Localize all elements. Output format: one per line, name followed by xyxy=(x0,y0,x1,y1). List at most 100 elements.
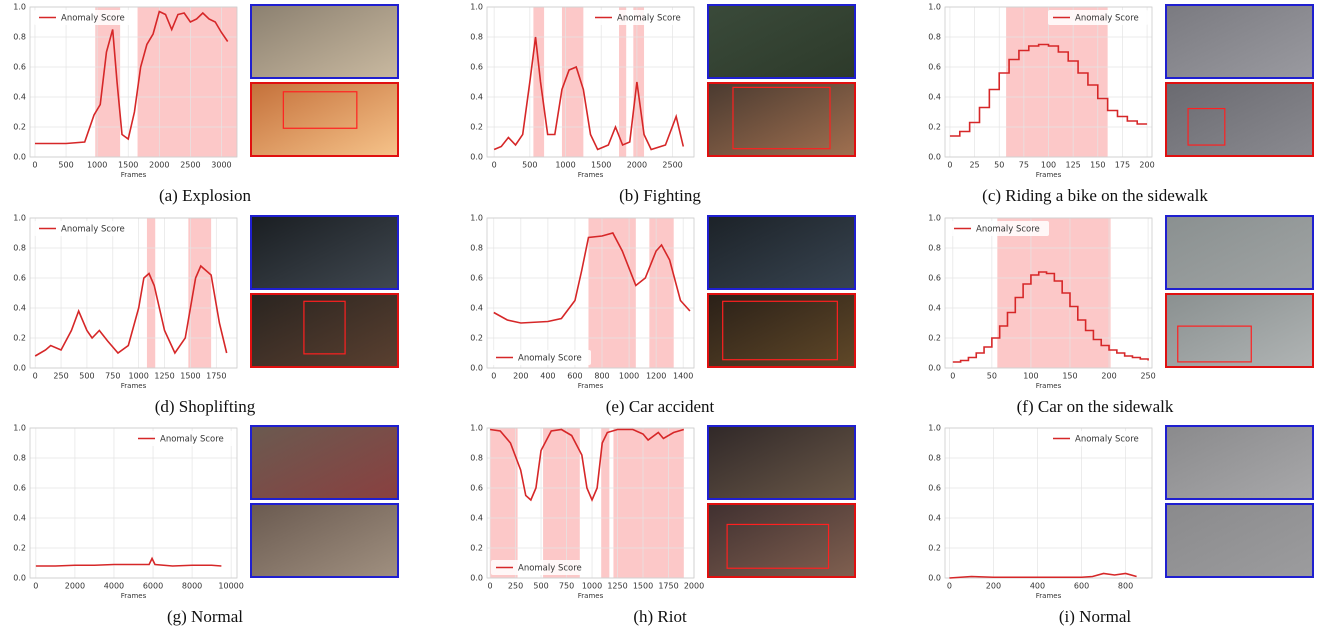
legend-label: Anomaly Score xyxy=(518,564,582,574)
y-tick-label: 1.0 xyxy=(470,3,483,12)
y-tick-label: 0.2 xyxy=(928,334,941,343)
x-tick-label: 50 xyxy=(987,372,997,381)
y-tick-label: 0.2 xyxy=(928,544,941,553)
anomaly-region xyxy=(619,7,626,157)
x-tick-label: 1250 xyxy=(607,582,627,591)
x-tick-label: 600 xyxy=(1074,582,1089,591)
x-tick-label: 400 xyxy=(540,372,555,381)
y-tick-label: 0.4 xyxy=(13,93,26,102)
x-tick-label: 2500 xyxy=(180,161,200,170)
y-tick-label: 0.6 xyxy=(13,63,26,72)
x-tick-label: 200 xyxy=(986,582,1001,591)
y-tick-label: 0.4 xyxy=(928,514,941,523)
x-tick-label: 1750 xyxy=(658,582,678,591)
y-tick-label: 0.6 xyxy=(928,63,941,72)
x-tick-label: 1000 xyxy=(87,161,107,170)
video-frame xyxy=(1166,216,1313,289)
anomaly-region xyxy=(188,218,211,368)
x-tick-label: 1500 xyxy=(180,372,200,381)
caption: (c) Riding a bike on the sidewalk xyxy=(982,186,1208,205)
x-tick-label: 1400 xyxy=(673,372,693,381)
y-tick-label: 1.0 xyxy=(928,3,941,12)
y-tick-label: 0.8 xyxy=(13,33,26,42)
video-frame xyxy=(708,294,855,367)
y-tick-label: 0.4 xyxy=(470,514,483,523)
figure: 0.00.20.40.60.81.00500100015002000250030… xyxy=(0,0,1320,632)
x-axis-label: Frames xyxy=(578,171,604,179)
anomaly-region xyxy=(543,428,580,578)
x-tick-label: 150 xyxy=(1090,161,1105,170)
x-tick-label: 2000 xyxy=(65,582,85,591)
x-tick-label: 75 xyxy=(1019,161,1029,170)
y-tick-label: 0.2 xyxy=(470,544,483,553)
anomaly-region xyxy=(138,7,237,157)
x-tick-label: 1000 xyxy=(555,161,575,170)
x-tick-label: 500 xyxy=(79,372,94,381)
anomaly-region xyxy=(633,7,644,157)
x-tick-label: 0 xyxy=(488,582,493,591)
x-tick-label: 0 xyxy=(33,372,38,381)
video-frame xyxy=(1166,294,1313,367)
y-tick-label: 0.6 xyxy=(13,274,26,283)
x-tick-label: 500 xyxy=(533,582,548,591)
legend-label: Anomaly Score xyxy=(61,14,125,24)
x-tick-label: 1000 xyxy=(582,582,602,591)
x-tick-label: 1500 xyxy=(118,161,138,170)
legend-label: Anomaly Score xyxy=(617,14,681,24)
legend-label: Anomaly Score xyxy=(1075,14,1139,24)
video-frame xyxy=(1166,5,1313,78)
caption: (e) Car accident xyxy=(606,397,715,416)
video-frame xyxy=(251,504,398,577)
y-tick-label: 0.8 xyxy=(928,33,941,42)
x-tick-label: 50 xyxy=(994,161,1004,170)
x-tick-label: 3000 xyxy=(211,161,231,170)
y-tick-label: 0.0 xyxy=(470,364,483,373)
y-tick-label: 0.0 xyxy=(13,364,26,373)
caption: (f) Car on the sidewalk xyxy=(1017,397,1174,416)
x-tick-label: 250 xyxy=(53,372,68,381)
y-tick-label: 0.2 xyxy=(13,123,26,132)
x-tick-label: 500 xyxy=(58,161,73,170)
plot-area xyxy=(945,428,1152,578)
y-tick-label: 0.8 xyxy=(470,454,483,463)
x-tick-label: 1250 xyxy=(154,372,174,381)
y-tick-label: 0.8 xyxy=(470,244,483,253)
y-tick-label: 0.0 xyxy=(470,153,483,162)
x-tick-label: 0 xyxy=(492,161,497,170)
y-tick-label: 0.8 xyxy=(470,33,483,42)
anomaly-region xyxy=(649,218,673,368)
video-frame xyxy=(251,83,398,156)
x-tick-label: 750 xyxy=(559,582,574,591)
anomaly-region xyxy=(997,218,1110,368)
plot-area xyxy=(30,428,237,578)
x-tick-label: 1200 xyxy=(646,372,666,381)
video-frame xyxy=(251,294,398,367)
video-frame xyxy=(708,5,855,78)
x-tick-label: 800 xyxy=(1118,582,1133,591)
y-tick-label: 0.8 xyxy=(928,244,941,253)
x-tick-label: 125 xyxy=(1066,161,1081,170)
y-tick-label: 0.4 xyxy=(928,93,941,102)
x-axis-label: Frames xyxy=(1036,592,1062,600)
x-tick-label: 250 xyxy=(508,582,523,591)
y-tick-label: 1.0 xyxy=(13,214,26,223)
video-frame xyxy=(251,5,398,78)
anomaly-region xyxy=(147,218,155,368)
x-axis-label: Frames xyxy=(121,171,147,179)
anomaly-region xyxy=(533,7,544,157)
caption: (g) Normal xyxy=(167,607,243,626)
x-tick-label: 0 xyxy=(33,582,38,591)
y-tick-label: 0.0 xyxy=(928,153,941,162)
y-tick-label: 0.2 xyxy=(13,544,26,553)
y-tick-label: 0.6 xyxy=(470,63,483,72)
x-axis-label: Frames xyxy=(1036,171,1062,179)
legend-label: Anomaly Score xyxy=(1075,435,1139,445)
legend-label: Anomaly Score xyxy=(976,225,1040,235)
y-tick-label: 0.6 xyxy=(470,484,483,493)
y-tick-label: 1.0 xyxy=(13,3,26,12)
y-tick-label: 0.0 xyxy=(13,153,26,162)
y-tick-label: 0.6 xyxy=(13,484,26,493)
x-tick-label: 1000 xyxy=(619,372,639,381)
x-tick-label: 600 xyxy=(567,372,582,381)
y-tick-label: 0.8 xyxy=(13,244,26,253)
